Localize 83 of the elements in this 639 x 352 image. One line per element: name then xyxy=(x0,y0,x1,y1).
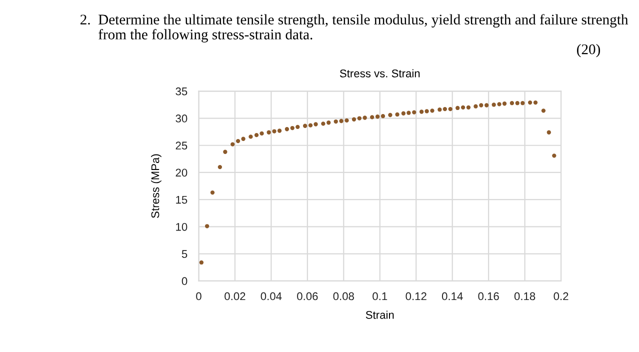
y-tick-label: 5 xyxy=(182,250,188,258)
x-axis-title: Strain xyxy=(366,310,394,319)
y-axis-title: Stress (MPa) xyxy=(151,154,162,218)
point xyxy=(339,118,344,124)
point xyxy=(236,138,240,144)
point xyxy=(210,190,215,195)
x-tick-label: 0 xyxy=(196,292,202,300)
point xyxy=(442,106,448,112)
point xyxy=(395,112,400,117)
point xyxy=(223,150,228,154)
point xyxy=(314,122,318,126)
point xyxy=(401,111,406,116)
point xyxy=(448,106,452,112)
point xyxy=(334,119,338,124)
point xyxy=(272,129,276,134)
x-tick-label: 0.1 xyxy=(372,292,388,300)
text: 2. Determine the ultimate tensile strength, tensile modulus, yield strength and failure strength from the following stress-strain data. xyxy=(80,14,628,42)
point xyxy=(344,118,349,123)
y-tick-label: 0 xyxy=(182,277,188,286)
x-tick-label: 0.12 xyxy=(406,292,426,300)
point xyxy=(484,103,489,108)
y-tick-label: 35 xyxy=(176,87,188,96)
point xyxy=(510,101,514,106)
point xyxy=(204,224,210,228)
point xyxy=(520,101,525,106)
point xyxy=(266,130,271,134)
point xyxy=(438,108,442,112)
x-tick-label: 0.18 xyxy=(514,292,536,300)
point xyxy=(302,124,308,128)
point xyxy=(460,105,466,110)
y-tick-label: 15 xyxy=(176,196,188,204)
point xyxy=(541,108,546,113)
x-tick-label: 0.2 xyxy=(554,292,568,300)
point xyxy=(533,100,538,105)
x-tick-label: 0.04 xyxy=(260,292,282,300)
point xyxy=(412,110,416,114)
chart-title: Stress vs. Strain xyxy=(340,69,420,78)
point xyxy=(546,130,551,134)
point xyxy=(260,131,264,136)
point xyxy=(430,108,434,113)
text: (20) xyxy=(577,44,600,58)
point xyxy=(406,110,411,115)
point xyxy=(370,115,374,120)
point xyxy=(424,109,429,114)
point xyxy=(497,102,502,106)
point xyxy=(230,142,235,146)
point xyxy=(277,128,282,133)
point xyxy=(388,112,392,118)
point xyxy=(308,123,313,128)
y-tick-label: 25 xyxy=(176,142,188,150)
x-tick-label: 0.14 xyxy=(442,292,463,300)
point xyxy=(502,102,507,106)
y-tick-label: 20 xyxy=(176,168,188,177)
point xyxy=(456,106,460,110)
point xyxy=(474,104,478,108)
point xyxy=(362,116,367,120)
point xyxy=(528,100,532,105)
x-tick-label: 0.08 xyxy=(333,292,354,300)
point xyxy=(419,110,424,114)
point xyxy=(466,105,471,110)
point xyxy=(254,132,259,138)
point xyxy=(284,127,290,132)
point xyxy=(515,101,520,106)
point xyxy=(552,154,556,158)
point xyxy=(326,120,331,125)
point xyxy=(479,103,484,108)
x-tick-label: 0.16 xyxy=(478,292,499,300)
point xyxy=(321,122,326,126)
point xyxy=(241,136,246,141)
y-tick-label: 30 xyxy=(176,114,188,122)
point xyxy=(357,116,362,120)
point xyxy=(199,260,204,265)
point xyxy=(352,117,356,122)
point xyxy=(296,124,300,130)
y-tick-label: 10 xyxy=(176,222,188,231)
point xyxy=(248,134,253,139)
point xyxy=(290,126,294,130)
point xyxy=(218,164,222,170)
point xyxy=(375,114,380,119)
point xyxy=(380,114,386,118)
point xyxy=(492,102,496,107)
x-tick-label: 0.06 xyxy=(297,292,318,300)
x-tick-label: 0.02 xyxy=(224,292,246,300)
